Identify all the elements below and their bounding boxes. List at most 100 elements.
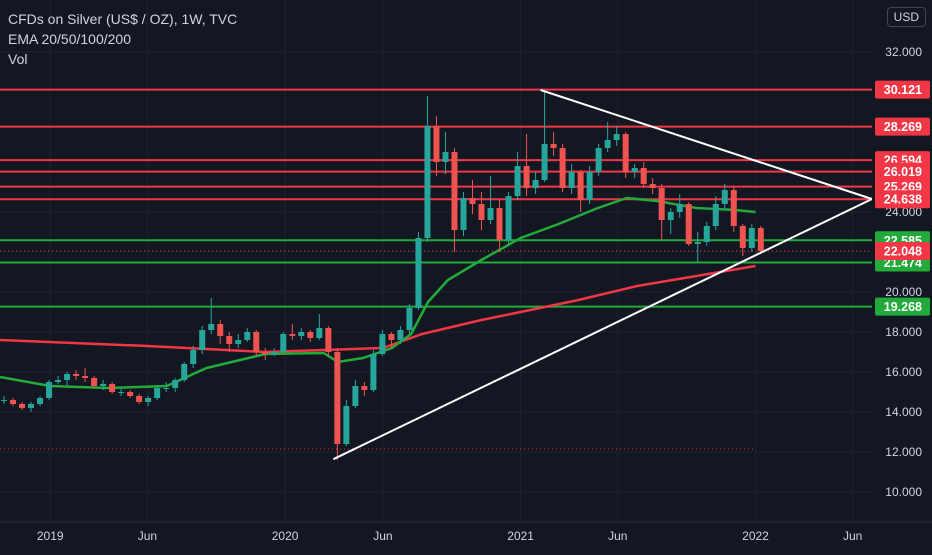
time-tick-label: Jun	[138, 529, 157, 543]
current-price-label-bg	[875, 242, 930, 261]
candle-body	[586, 172, 593, 200]
time-tick-label: Jun	[608, 529, 627, 543]
candle-body	[64, 374, 71, 380]
candle-body	[1, 400, 7, 401]
price-tick-label: 12.000	[885, 445, 922, 459]
candle-body	[271, 352, 278, 354]
candle-body	[316, 328, 323, 338]
candle-body	[154, 388, 161, 398]
candle-body	[208, 324, 215, 330]
candle-body	[19, 404, 26, 408]
candle-body	[370, 354, 377, 390]
price-tick-label: 14.000	[885, 405, 922, 419]
candle-body	[37, 398, 44, 404]
candle-body	[55, 380, 62, 382]
candle-body	[397, 330, 404, 340]
candle-body	[361, 386, 368, 390]
candle-body	[523, 166, 530, 188]
candle-body	[703, 226, 710, 242]
time-tick-label: 2021	[507, 529, 534, 543]
candle-body	[559, 148, 566, 188]
ema-slow-line	[0, 264, 756, 354]
candle-body	[550, 144, 557, 148]
candle-body	[496, 208, 503, 240]
candle-body	[100, 384, 107, 386]
time-tick-label: Jun	[373, 529, 392, 543]
candle-body	[442, 152, 449, 162]
time-tick-label: 2020	[272, 529, 299, 543]
candle-body	[298, 332, 305, 336]
candle-body	[460, 198, 467, 230]
triangle-trendlines	[332, 89, 873, 461]
candle-body	[91, 378, 98, 386]
chart-grid	[0, 0, 872, 522]
candle-body	[730, 190, 737, 226]
trendline	[332, 198, 873, 461]
candle-body	[217, 324, 224, 336]
candle-body	[676, 204, 683, 212]
candle-body	[757, 228, 764, 251]
volume-label[interactable]: Vol	[8, 51, 28, 67]
candle-body	[181, 364, 188, 380]
candle-body	[235, 340, 242, 344]
current-price-label: 22.048	[884, 245, 922, 259]
resistance-level-label: 24.638	[884, 193, 922, 207]
candle-body	[226, 336, 233, 344]
price-tick-label: 10.000	[885, 485, 922, 499]
candle-body	[739, 226, 746, 248]
candle-body	[712, 204, 719, 226]
level-price-labels: 30.12128.26926.59426.01925.26924.63822.5…	[875, 80, 930, 316]
time-axis[interactable]: 2019 Jun 2020 Jun 2021 Jun 2022 Jun	[0, 521, 932, 550]
candle-body	[307, 332, 314, 338]
candle-body	[748, 228, 755, 248]
resistance-level-label-bg	[875, 162, 930, 181]
candle-body	[694, 242, 701, 244]
support-level-label: 19.268	[884, 300, 922, 314]
candle-body	[631, 168, 638, 172]
candle-body	[451, 152, 458, 230]
support-level-label-bg	[875, 297, 930, 316]
price-tick-label: 16.000	[885, 365, 922, 379]
currency-selector[interactable]: USD	[886, 7, 926, 27]
candle-body	[613, 134, 620, 140]
candlestick-series	[1, 90, 764, 460]
price-tick-label: 24.000	[885, 205, 922, 219]
chart-legend: CFDs on Silver (US$ / OZ), 1W, TVC EMA 2…	[8, 9, 237, 69]
candle-body	[415, 238, 422, 308]
candle-body	[721, 190, 728, 204]
candle-body	[388, 334, 395, 340]
candle-body	[541, 144, 548, 180]
candle-body	[73, 374, 80, 376]
resistance-level-label: 26.019	[884, 165, 922, 179]
candle-body	[163, 388, 170, 389]
resistance-level-label: 30.121	[884, 83, 922, 97]
price-tick-label: 20.000	[885, 285, 922, 299]
time-tick-label: Jun	[843, 529, 862, 543]
candle-body	[685, 204, 692, 244]
candle-body	[478, 204, 485, 220]
candle-body	[280, 334, 287, 352]
candle-body	[487, 208, 494, 220]
resistance-level-label: 28.269	[884, 120, 922, 134]
candle-body	[325, 328, 332, 352]
candle-body	[649, 184, 656, 188]
candle-body	[667, 212, 674, 220]
candle-body	[145, 398, 152, 402]
trendline	[540, 89, 873, 200]
candle-body	[253, 332, 260, 352]
candle-body	[604, 140, 611, 148]
candle-body	[244, 332, 251, 340]
candle-body	[199, 330, 206, 350]
price-tick-label: 32.000	[885, 45, 922, 59]
symbol-title[interactable]: CFDs on Silver (US$ / OZ), 1W, TVC	[8, 11, 238, 27]
ema-lines	[0, 196, 756, 390]
candle-body	[28, 404, 35, 408]
candle-body	[262, 352, 269, 354]
indicator-label[interactable]: EMA 20/50/100/200	[8, 31, 131, 47]
time-tick-label: 2022	[742, 529, 769, 543]
candle-body	[82, 376, 89, 378]
candle-body	[289, 334, 296, 336]
candle-body	[10, 400, 17, 404]
